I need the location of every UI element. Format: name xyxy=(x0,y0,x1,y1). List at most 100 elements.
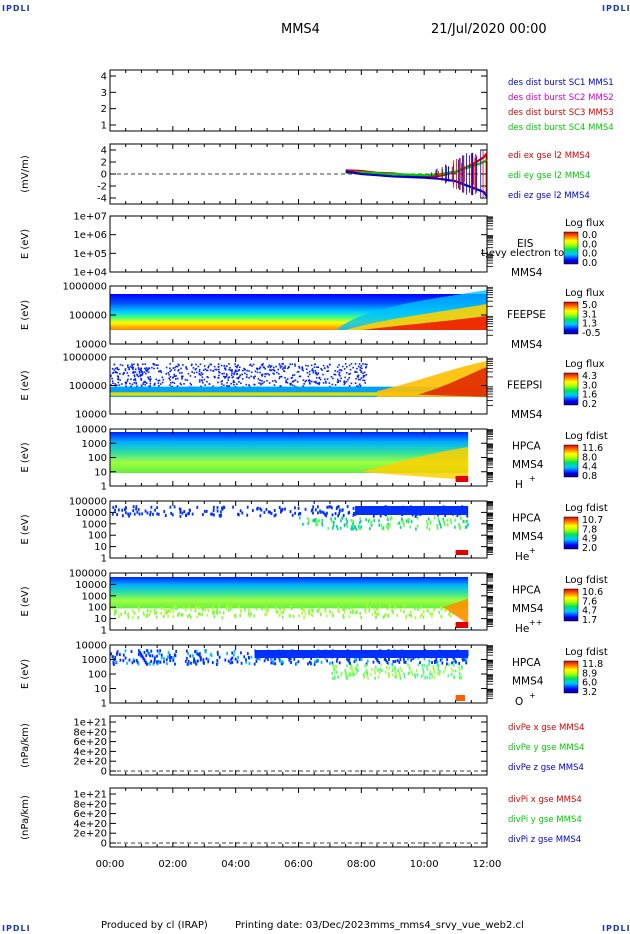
hpca-o-dot-green xyxy=(414,675,417,679)
hpca-he-dot-green xyxy=(343,524,346,528)
y-tick-label: 1e+21 xyxy=(73,718,107,729)
feepsi-noise-dot xyxy=(140,384,143,387)
hpca-o-dot xyxy=(184,659,187,663)
hpca-he-dot xyxy=(135,507,137,511)
feepsi-noise-dot xyxy=(176,377,179,380)
feepsi-noise-dot xyxy=(248,384,250,387)
hpca-he-band xyxy=(355,506,469,515)
y-tick-label: 10 xyxy=(94,542,107,553)
feepsi-noise-dot xyxy=(238,381,240,383)
hpca-he-colorbar xyxy=(563,516,579,550)
hpca-he-dot-green xyxy=(346,525,349,529)
hpca-hepp-dot xyxy=(351,605,353,609)
hpca-he-dot-green xyxy=(389,523,391,527)
hpca-o-cbar-tick: 3.2 xyxy=(582,687,597,698)
feepsi-noise-dot xyxy=(256,367,259,370)
hpca-he-dot-green xyxy=(449,518,452,522)
hpca-he-dot-green xyxy=(387,524,390,528)
feepsi-noise-dot xyxy=(323,367,326,369)
hpca-he-dot xyxy=(325,514,328,518)
hpca-hepp-dot xyxy=(337,609,340,613)
hpca-o-dot xyxy=(193,659,196,663)
hpca-he-dot xyxy=(112,505,115,509)
hpca-o-dot xyxy=(378,661,381,665)
feepsi-noise-dot xyxy=(266,379,268,382)
hpca-he-dot-green xyxy=(370,523,373,527)
hpca-hepp-dot xyxy=(332,614,334,618)
feepsi-noise-dot xyxy=(267,372,269,375)
hpca-hepp-dot xyxy=(349,610,352,614)
hpca-hepp-dot xyxy=(383,614,386,618)
hpca-hepp-dot xyxy=(204,608,207,612)
feepsi-noise-dot xyxy=(316,382,319,385)
hpca-o-dot xyxy=(143,650,146,654)
feepsi-noise-dot xyxy=(200,379,203,381)
feepsi-noise-dot xyxy=(184,378,187,381)
feepsi-noise-dot xyxy=(297,370,300,373)
hpca-o-dot xyxy=(224,658,227,662)
feepsi-noise-dot xyxy=(344,363,347,365)
hpca-he-dot xyxy=(157,512,160,516)
hpca-hepp-dot xyxy=(414,616,417,620)
feepsi-noise-dot xyxy=(228,385,231,387)
hpca-he-dot xyxy=(239,509,242,513)
hpca-o-dot xyxy=(151,654,154,658)
hpca-hepp-dot xyxy=(225,606,228,610)
hpca-hepp-dot xyxy=(356,610,358,614)
hpca-hepp-dot xyxy=(429,612,432,616)
hpca-o-dot xyxy=(392,660,395,664)
hpca-o-dot xyxy=(428,659,431,663)
feepsi-noise-dot xyxy=(245,383,248,386)
hpca-o-dot-green xyxy=(426,675,429,679)
feepsi-noise-dot xyxy=(243,367,245,370)
hpca-hepp-cbar-tick: 1.7 xyxy=(582,615,597,626)
feepsi-noise-dot xyxy=(296,371,299,373)
hpca-o-dot-green xyxy=(355,668,358,672)
hpca-o-dot xyxy=(165,662,168,666)
hpca-o-dot xyxy=(237,655,239,659)
feepsi-noise-dot xyxy=(357,385,360,388)
feepsi-noise-dot xyxy=(324,378,326,381)
hpca-he-dot xyxy=(326,505,329,509)
feepsi-noise-dot xyxy=(315,381,317,384)
feeps-e-cbar-title: Log flux xyxy=(565,288,605,299)
hpca-o-dot-green xyxy=(391,669,394,673)
hpca-hepp-dot xyxy=(311,609,314,613)
hpca-o-dot-green xyxy=(374,676,377,680)
feepsi-noise-dot xyxy=(221,383,223,385)
hpca-hepp-dot xyxy=(281,615,284,619)
hpca-hepp-dot xyxy=(196,615,199,619)
hpca-hepp-dot xyxy=(409,610,412,614)
hpca-o-dot xyxy=(230,657,233,661)
x-tick-label: 06:00 xyxy=(284,859,313,870)
hpca-he-dot xyxy=(321,510,324,514)
y-tick-label: 10000 xyxy=(75,508,107,519)
hpca-he-dot xyxy=(187,512,190,516)
feepsi-noise-dot xyxy=(138,370,141,373)
feepsi-noise-dot xyxy=(273,370,276,372)
feepsi-noise-dot xyxy=(265,373,267,375)
hpca-o-dot xyxy=(198,652,201,656)
feepsi-noise-dot xyxy=(111,377,113,380)
hpca-o-dot xyxy=(375,656,378,660)
hpca-o-dot xyxy=(160,656,163,660)
hpca-he-dot xyxy=(222,505,225,509)
hpca-o-dot xyxy=(309,662,312,666)
hpca-o-dot xyxy=(153,656,156,660)
feepsi-noise-dot xyxy=(236,383,238,386)
hpca-o-red xyxy=(455,695,466,701)
feepsi-noise-dot xyxy=(189,375,192,377)
feepsi-noise-dot xyxy=(336,381,339,383)
hpca-he-species-sup: + xyxy=(529,546,536,555)
hpca-o-dot-green xyxy=(408,666,411,670)
hpca-o-dot-green xyxy=(433,670,436,674)
feepsi-noise-dot xyxy=(262,363,264,365)
feepsi-noise-dot xyxy=(198,373,201,375)
hpca-he-dot-green xyxy=(450,520,453,524)
hpca-he-dot xyxy=(352,513,355,517)
hpca-o-dot xyxy=(196,652,199,656)
feepsi-noise-dot xyxy=(154,382,156,385)
hpca-o-dot-green xyxy=(366,672,369,676)
hpca-hepp-dot xyxy=(276,610,279,614)
hpca-o-dot-green xyxy=(433,676,436,680)
